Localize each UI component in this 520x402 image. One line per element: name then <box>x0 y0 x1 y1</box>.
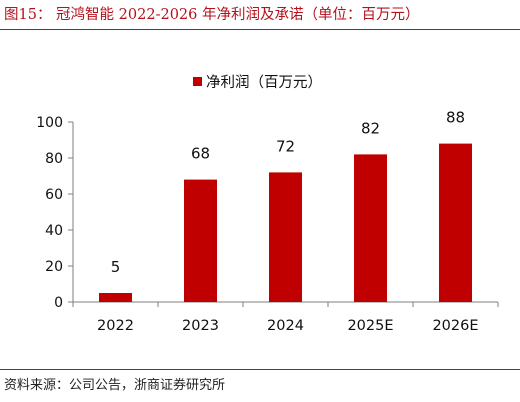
x-axis: 2022 2023 2024 2025E 2026E <box>72 301 499 334</box>
bar <box>184 179 217 302</box>
bar <box>99 293 132 302</box>
legend-swatch <box>193 77 202 86</box>
x-tick-label: 2026E <box>432 318 478 334</box>
footer-rule <box>0 369 520 370</box>
y-tick-label: 40 <box>45 223 63 239</box>
y-tick-label: 80 <box>45 151 63 167</box>
x-tick-label: 2022 <box>97 318 134 334</box>
bar <box>354 154 387 302</box>
data-labels: 5 68 72 82 88 <box>111 109 465 276</box>
y-tick-label: 0 <box>54 295 63 311</box>
y-tick-label: 60 <box>45 187 63 203</box>
y-axis: 0 20 40 60 80 100 <box>36 115 74 311</box>
bar-series <box>99 143 472 302</box>
y-tick-label: 100 <box>36 115 63 131</box>
x-tick-label: 2025E <box>347 318 393 334</box>
y-tick-label: 20 <box>45 259 63 275</box>
source-note: 资料来源：公司公告，浙商证券研究所 <box>4 378 226 393</box>
legend-label: 净利润（百万元） <box>206 74 322 91</box>
data-label: 82 <box>361 119 380 137</box>
figure-title: 图15： 冠鸿智能 2022-2026 年净利润及承诺（单位：百万元） <box>4 7 420 23</box>
data-label: 5 <box>111 258 121 276</box>
chart-legend: 净利润（百万元） <box>193 74 322 91</box>
data-label: 68 <box>191 145 210 163</box>
x-tick-label: 2024 <box>267 318 304 334</box>
data-label: 72 <box>276 137 295 155</box>
bar <box>439 143 472 302</box>
x-tick-label: 2023 <box>182 318 219 334</box>
bar <box>269 172 302 302</box>
title-rule <box>0 29 520 30</box>
data-label: 88 <box>446 109 465 127</box>
